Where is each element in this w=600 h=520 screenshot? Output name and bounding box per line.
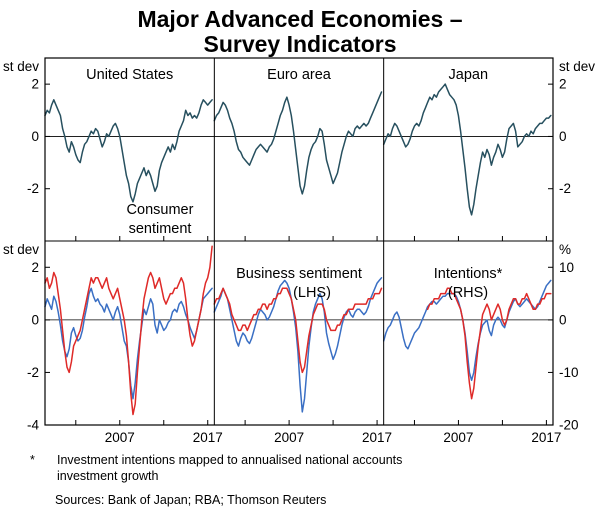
y-tick-label-top-left: 2 <box>31 77 39 92</box>
unit-label-bottom-left: st dev <box>3 242 39 257</box>
x-tick-label-year: 2017 <box>362 430 392 445</box>
annotation-intentions-line2: (RHS) <box>448 285 488 301</box>
annotation-intentions-line1: Intentions* <box>434 266 503 282</box>
x-tick-label-year: 2017 <box>193 430 223 445</box>
y-tick-label-bottom-left: -4 <box>27 418 39 433</box>
y-tick-label-top-left: 0 <box>31 129 39 144</box>
panel-title-euro-area: Euro area <box>267 67 332 83</box>
x-tick-label-year: 2007 <box>443 430 473 445</box>
y-tick-label-bottom-right: -20 <box>559 418 579 433</box>
x-tick-label-year: 2007 <box>274 430 304 445</box>
y-tick-label-top-left: -2 <box>27 181 39 196</box>
series-japan-investment-intentions <box>426 287 552 400</box>
annotation-consumer-sentiment-line1: Consumer <box>127 202 194 218</box>
unit-label-top-left: st dev <box>3 59 39 74</box>
y-tick-label-bottom-right: 10 <box>559 260 574 275</box>
x-tick-label-year: 2007 <box>105 430 135 445</box>
x-tick-label-year: 2017 <box>531 430 561 445</box>
y-tick-label-bottom-right: 0 <box>559 312 567 327</box>
y-tick-label-top-right: 0 <box>559 129 567 144</box>
panel-title-united-states: United States <box>86 67 173 83</box>
footnote-line2: investment growth <box>57 469 158 483</box>
series-us-investment-intentions <box>44 245 213 416</box>
chart-title-line1: Major Advanced Economies – <box>137 6 462 32</box>
y-tick-label-bottom-left: 2 <box>31 260 39 275</box>
unit-label-bottom-right: % <box>559 242 571 257</box>
annotation-business-sentiment-line1: Business sentiment <box>236 266 362 282</box>
series-japan-business-sentiment <box>382 279 552 382</box>
y-tick-label-top-right: -2 <box>559 181 571 196</box>
y-tick-label-bottom-left: 0 <box>31 312 39 327</box>
footnote-line1: Investment intentions mapped to annualis… <box>57 453 402 467</box>
footnote-marker: * <box>30 453 35 467</box>
unit-label-top-right: st dev <box>559 59 595 74</box>
series-us-consumer-sentiment <box>44 99 213 203</box>
series-euro-consumer-sentiment <box>213 91 383 195</box>
y-tick-label-bottom-left: -2 <box>27 365 39 380</box>
y-tick-label-top-right: 2 <box>559 77 567 92</box>
series-euro-investment-intentions <box>213 287 383 374</box>
chart-plot-area: 2 2 0 0 -2 -2 2 0 -2 -4 10 0 -10 -20 2007 2017 2007 2017 2… <box>27 57 579 445</box>
panel-title-japan: Japan <box>449 67 489 83</box>
sources-line: Sources: Bank of Japan; RBA; Thomson Reu… <box>55 493 326 507</box>
chart-title-line2: Survey Indicators <box>203 31 396 57</box>
annotation-consumer-sentiment-line2: sentiment <box>129 221 192 237</box>
annotation-business-sentiment-line2: (LHS) <box>293 285 331 301</box>
series-japan-consumer-sentiment <box>382 83 552 216</box>
y-tick-label-bottom-right: -10 <box>559 365 579 380</box>
series-euro-business-sentiment <box>213 277 383 413</box>
